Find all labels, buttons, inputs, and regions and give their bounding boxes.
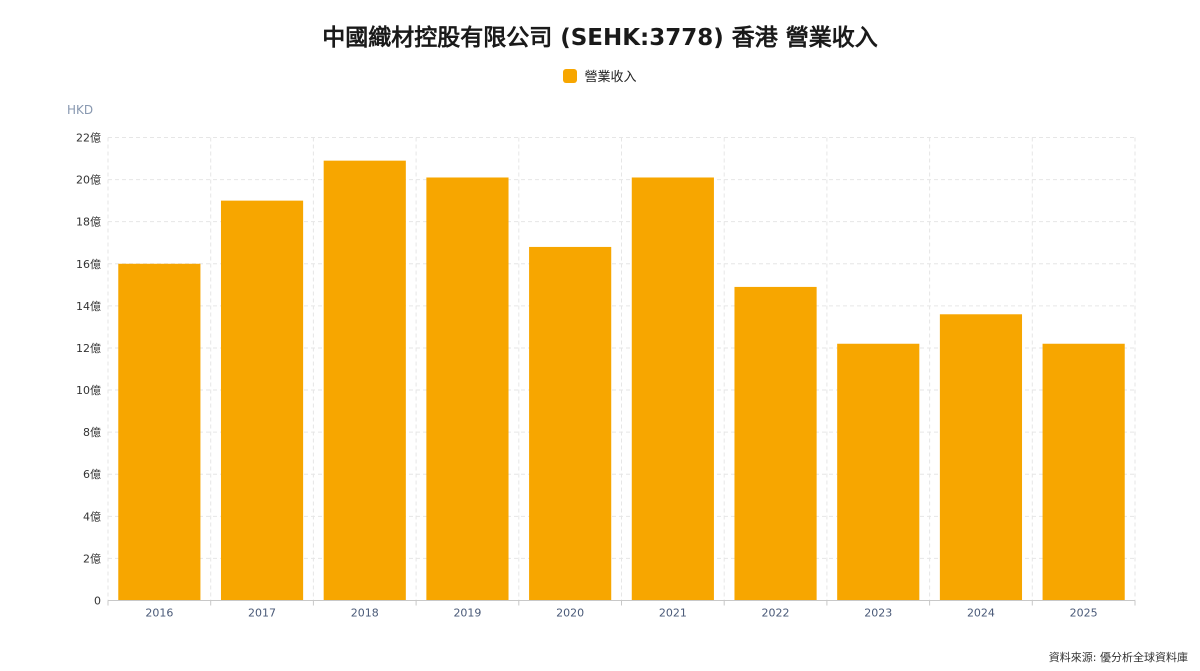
bar <box>426 177 509 601</box>
y-tick-label: 6億 <box>83 468 101 481</box>
x-tick-label: 2016 <box>145 607 173 620</box>
bar <box>631 177 714 601</box>
x-tick-label: 2023 <box>864 607 892 620</box>
x-tick-label: 2024 <box>967 607 995 620</box>
x-tick-label: 2020 <box>556 607 584 620</box>
y-tick-label: 8億 <box>83 426 101 439</box>
chart-legend[interactable]: 營業收入 <box>0 66 1200 85</box>
x-tick-label: 2022 <box>762 607 790 620</box>
chart-title: 中國織材控股有限公司 (SEHK:3778) 香港 營業收入 <box>322 25 878 51</box>
y-tick-label: 20億 <box>76 174 101 187</box>
y-tick-label: 4億 <box>83 510 101 523</box>
y-tick-label: 0 <box>94 595 101 608</box>
y-tick-label: 10億 <box>76 384 101 397</box>
bar <box>837 343 920 601</box>
bar <box>118 263 201 601</box>
x-tick-label: 2017 <box>248 607 276 620</box>
x-tick-label: 2025 <box>1070 607 1098 620</box>
x-tick-label: 2018 <box>351 607 379 620</box>
legend-swatch <box>563 68 578 83</box>
bar <box>1042 343 1125 601</box>
x-tick-label: 2019 <box>453 607 481 620</box>
bar <box>323 160 406 601</box>
y-tick-label: 16億 <box>76 258 101 271</box>
x-tick-label: 2021 <box>659 607 687 620</box>
y-tick-label: 12億 <box>76 342 101 355</box>
bar <box>529 246 612 601</box>
bar <box>939 314 1023 601</box>
source-note: 資料來源: 優分析全球資料庫 <box>1048 651 1188 664</box>
y-tick-label: 18億 <box>76 216 101 229</box>
y-tick-label: 14億 <box>76 300 101 313</box>
bar <box>220 200 304 601</box>
legend-label: 營業收入 <box>584 70 637 85</box>
y-tick-label: 22億 <box>76 132 101 145</box>
bar <box>734 286 817 601</box>
y-tick-label: 2億 <box>83 552 101 565</box>
y-axis-unit-label: HKD <box>67 103 94 117</box>
